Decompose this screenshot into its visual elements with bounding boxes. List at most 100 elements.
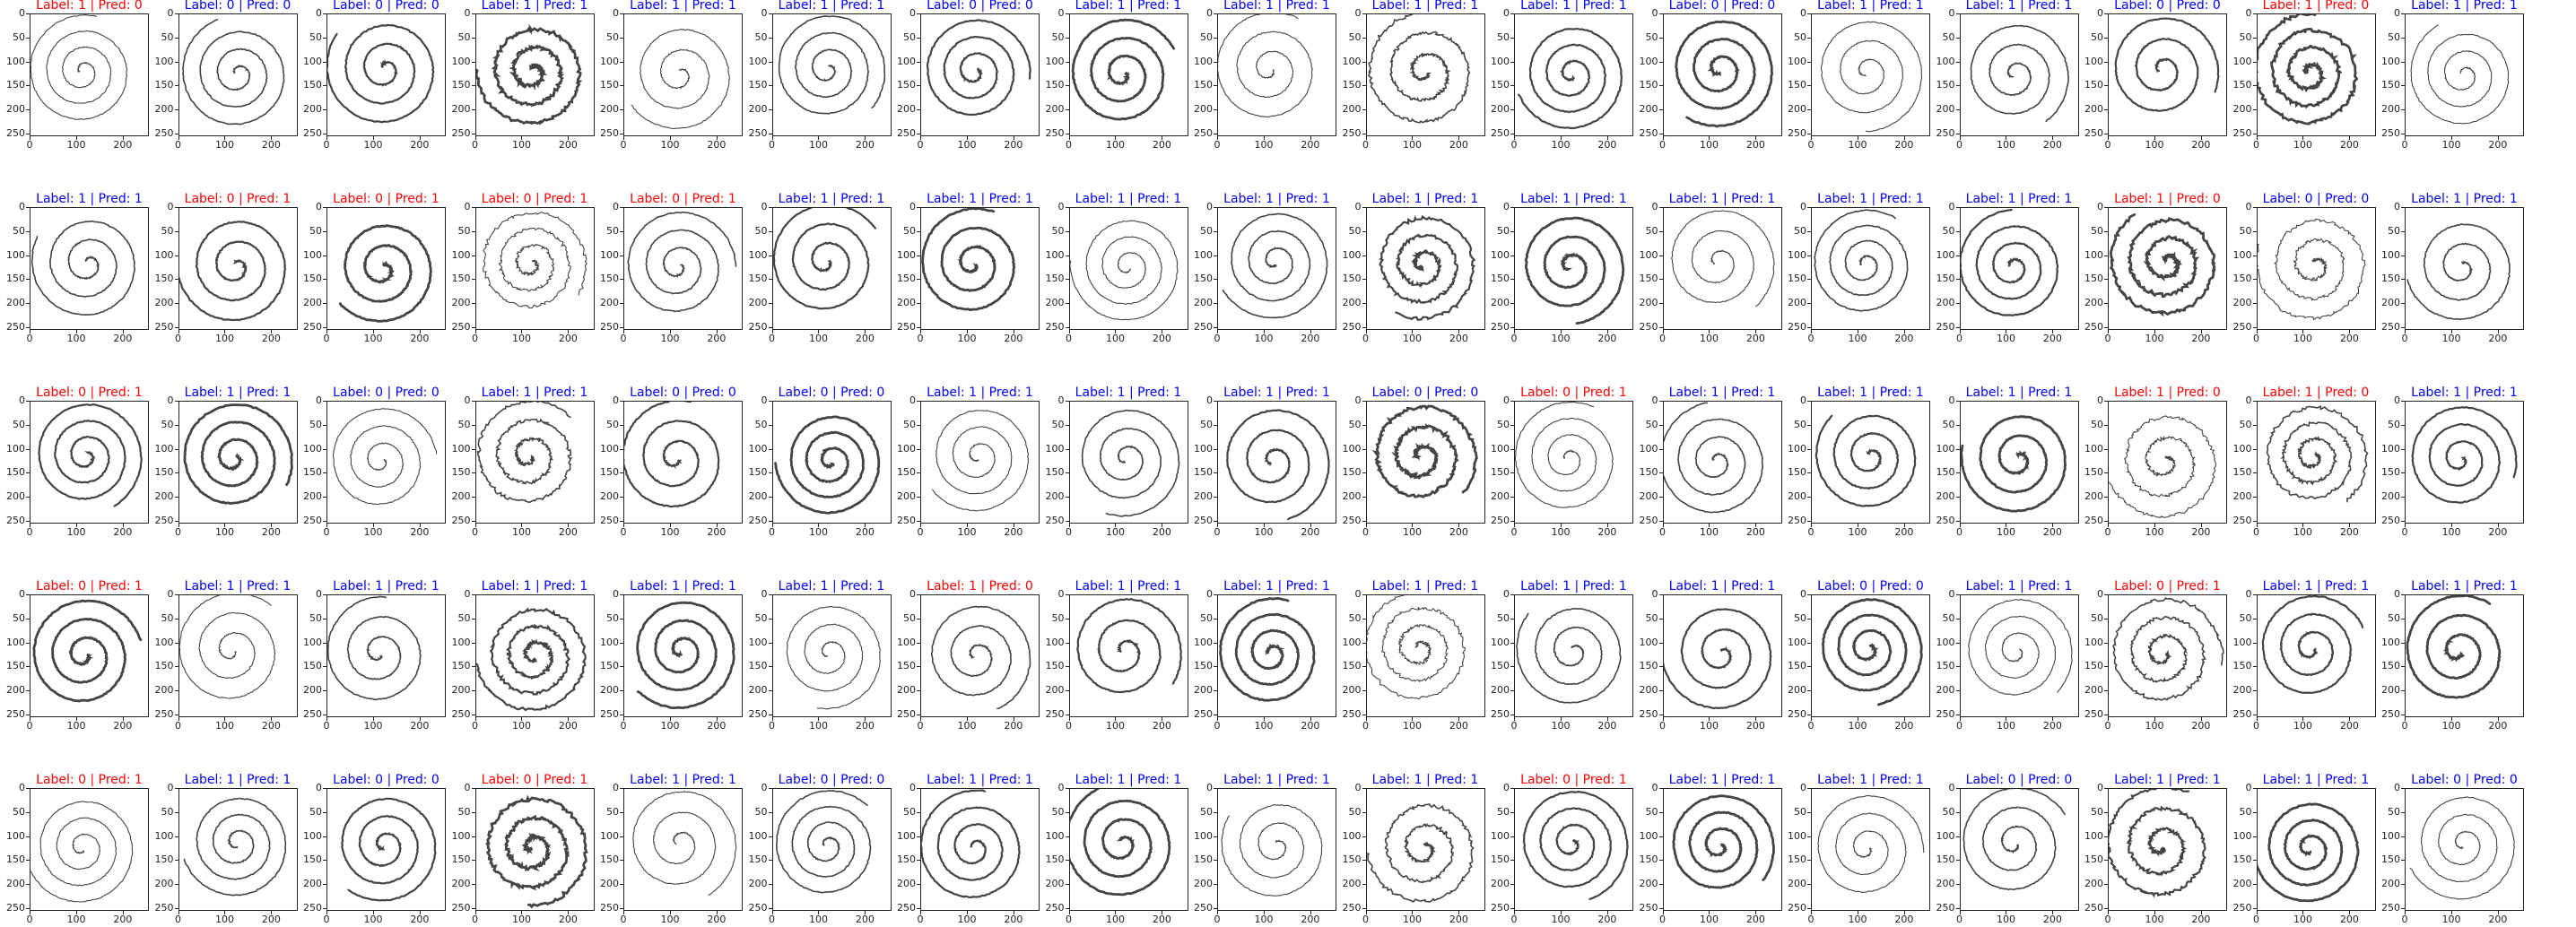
y-tick-mark bbox=[1658, 424, 1663, 426]
y-tick-label: 250 bbox=[1639, 514, 1658, 526]
y-tick-label: 100 bbox=[748, 55, 768, 67]
spiral-image bbox=[2108, 594, 2227, 717]
spiral-drawing bbox=[484, 794, 588, 909]
y-tick-mark bbox=[471, 860, 475, 862]
y-tick-label: 250 bbox=[1194, 514, 1213, 526]
x-tick-label: 200 bbox=[1152, 720, 1171, 732]
x-tick-mark bbox=[623, 330, 624, 334]
y-tick-mark bbox=[471, 520, 475, 522]
y-tick-label: 150 bbox=[2084, 660, 2103, 672]
y-tick-mark bbox=[1807, 37, 1811, 39]
spiral-image bbox=[178, 594, 298, 717]
spiral-image bbox=[2256, 594, 2376, 717]
y-tick-mark bbox=[1065, 448, 1069, 450]
y-tick-mark bbox=[1807, 230, 1811, 232]
y-tick-label: 250 bbox=[154, 126, 174, 139]
x-tick-label: 200 bbox=[1301, 139, 1320, 151]
y-tick-label: 250 bbox=[2381, 901, 2400, 914]
spiral-image bbox=[1068, 594, 1188, 717]
y-tick-label: 200 bbox=[1936, 490, 1955, 503]
x-tick-mark bbox=[224, 136, 226, 140]
y-tick-mark bbox=[26, 690, 30, 692]
x-tick-label: 200 bbox=[1449, 526, 1468, 538]
y-tick-label: 0 bbox=[464, 7, 471, 19]
y-tick-label: 0 bbox=[1800, 201, 1806, 212]
y-tick-label: 200 bbox=[1639, 103, 1658, 116]
subplot-title: Label: 1 | Pred: 0 bbox=[2262, 0, 2370, 13]
y-tick-label: 150 bbox=[1045, 660, 1065, 672]
y-tick-label: 200 bbox=[2084, 490, 2103, 503]
spiral-drawing bbox=[1222, 212, 1328, 319]
spiral-image bbox=[2405, 207, 2524, 330]
y-tick-mark bbox=[1955, 109, 1960, 111]
y-tick-label: 100 bbox=[1639, 442, 1658, 455]
x-tick-label: 0 bbox=[2253, 139, 2259, 151]
spiral-drawing bbox=[778, 15, 885, 115]
spiral-drawing bbox=[475, 23, 582, 126]
y-tick-mark bbox=[917, 860, 920, 862]
x-tick-label: 100 bbox=[1551, 720, 1571, 732]
spiral-stroke bbox=[927, 19, 1031, 117]
y-tick-label: 50 bbox=[1348, 224, 1362, 237]
x-tick-label: 100 bbox=[2293, 526, 2312, 538]
spiral-drawing bbox=[1815, 414, 1917, 507]
y-tick-label: 200 bbox=[1194, 297, 1213, 309]
y-tick-label: 200 bbox=[1788, 684, 1806, 697]
spiral-stroke bbox=[1378, 214, 1475, 321]
spiral-drawing bbox=[2410, 24, 2510, 125]
spiral-drawing bbox=[1518, 28, 1623, 130]
x-tick-label: 100 bbox=[1699, 139, 1719, 151]
y-tick-label: 50 bbox=[13, 224, 25, 237]
x-tick-mark bbox=[568, 717, 570, 721]
y-tick-mark bbox=[768, 666, 772, 668]
y-tick-mark bbox=[1658, 109, 1663, 111]
x-tick-mark bbox=[372, 330, 374, 334]
spiral-stroke bbox=[2410, 24, 2510, 125]
y-tick-mark bbox=[1510, 594, 1514, 595]
y-tick-mark bbox=[323, 279, 326, 281]
y-tick-label: 50 bbox=[2239, 224, 2252, 237]
x-tick-label: 200 bbox=[707, 139, 727, 151]
y-tick-mark bbox=[2401, 230, 2405, 232]
y-tick-mark bbox=[1658, 61, 1663, 63]
y-tick-mark bbox=[2252, 85, 2257, 87]
spiral-stroke bbox=[631, 29, 730, 130]
y-tick-label: 100 bbox=[1491, 248, 1510, 261]
y-tick-mark bbox=[2252, 303, 2257, 305]
y-tick-label: 0 bbox=[167, 201, 174, 212]
x-tick-label: 200 bbox=[1004, 914, 1023, 925]
y-tick-label: 200 bbox=[1045, 490, 1065, 503]
y-tick-mark bbox=[26, 448, 30, 450]
y-tick-label: 250 bbox=[1936, 901, 1955, 914]
y-tick-label: 0 bbox=[2097, 201, 2103, 212]
y-tick-mark bbox=[620, 207, 623, 208]
y-tick-mark bbox=[2104, 13, 2108, 14]
y-tick-label: 250 bbox=[1194, 126, 1213, 139]
subplot-title: Label: 1 | Pred: 0 bbox=[927, 579, 1033, 593]
y-tick-label: 250 bbox=[303, 126, 322, 139]
y-tick-mark bbox=[620, 690, 623, 692]
x-tick-label: 0 bbox=[26, 914, 33, 925]
y-tick-mark bbox=[1510, 448, 1514, 450]
x-tick-label: 200 bbox=[1745, 139, 1765, 151]
y-tick-mark bbox=[1214, 642, 1217, 644]
y-tick-mark bbox=[768, 690, 772, 692]
y-tick-label: 100 bbox=[2232, 55, 2252, 67]
subplot-title: Label: 0 | Pred: 0 bbox=[1371, 386, 1479, 400]
y-tick-label: 100 bbox=[303, 636, 322, 648]
spiral-drawing bbox=[2257, 218, 2366, 321]
y-tick-mark bbox=[174, 836, 178, 837]
x-tick-mark bbox=[474, 330, 476, 334]
x-tick-label: 0 bbox=[175, 333, 181, 344]
spiral-stroke bbox=[2406, 595, 2502, 699]
y-tick-mark bbox=[2104, 884, 2108, 886]
y-tick-mark bbox=[174, 690, 178, 692]
x-tick-mark bbox=[920, 524, 921, 527]
x-tick-mark bbox=[1412, 911, 1414, 914]
y-tick-label: 100 bbox=[451, 248, 471, 261]
y-tick-mark bbox=[174, 37, 178, 39]
x-tick-mark bbox=[1263, 911, 1265, 914]
subplot-title: Label: 0 | Pred: 0 bbox=[333, 773, 439, 787]
x-tick-mark bbox=[716, 136, 718, 140]
y-tick-mark bbox=[26, 666, 30, 668]
